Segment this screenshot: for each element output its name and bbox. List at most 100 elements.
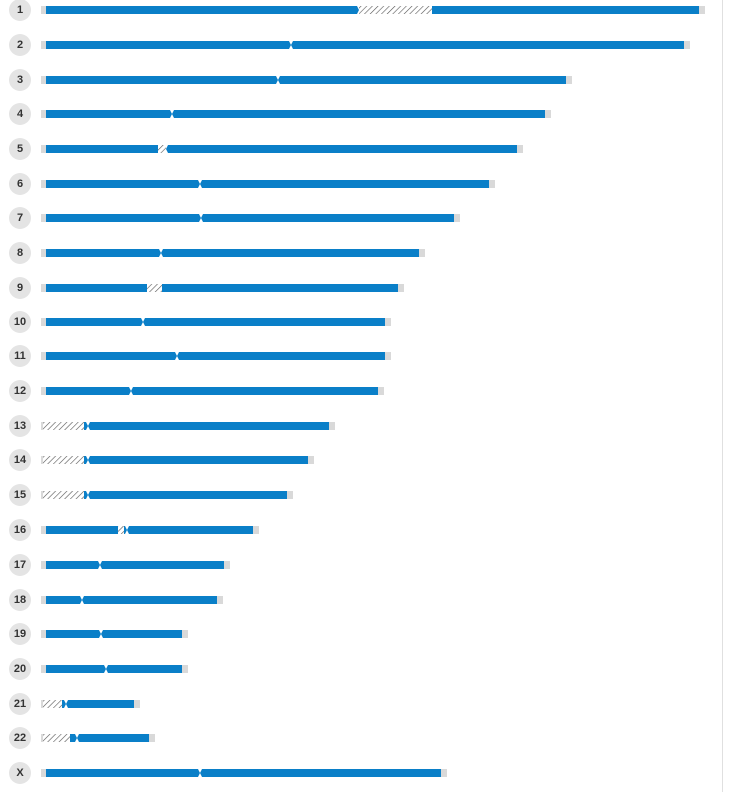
chromosome-label-8: 8 [9,242,31,264]
chromosome-qter-cap [224,561,230,569]
chromosome-p-arm [46,41,291,49]
chromosome-qter-cap [699,6,705,14]
chromosome-row-4: 4 [0,103,722,137]
chromosome-q-arm [66,700,134,708]
chromosome-pter-cap [41,596,46,604]
chromosome-label-4: 4 [9,103,31,125]
chromosome-ideogram-19 [41,630,188,638]
chromosome-row-8: 8 [0,242,722,276]
chromosome-qter-cap [134,700,140,708]
chromosome-ideogram-7 [41,214,460,222]
chromosome-ideogram-6 [41,180,495,188]
chromosome-ideogram-17 [41,561,230,569]
chromosome-p-arm [46,180,200,188]
chromosome-qter-cap [182,665,188,673]
chromosome-row-2: 2 [0,34,722,68]
chromosome-label-5: 5 [9,138,31,160]
chromosome-p-arm [46,214,201,222]
chromosome-label-19: 19 [9,623,31,645]
chromosome-q-arm [359,6,699,14]
chromosome-ideogram-12 [41,387,384,395]
chromosome-row-16: 16 [0,519,722,553]
chromosome-q-arm [77,734,149,742]
chromosome-p-arm [46,145,166,153]
chromosome-qter-cap [253,526,259,534]
chromosome-qter-cap [149,734,155,742]
chromosome-label-21: 21 [9,693,31,715]
chromosome-pter-cap [41,769,46,777]
chromosome-heterochromatin-region [43,422,84,430]
chromosome-p-arm [46,76,278,84]
chromosome-q-arm [291,41,684,49]
chromosome-ideogram-8 [41,249,425,257]
chromosome-ideogram-18 [41,596,223,604]
chromosome-p-arm [46,6,359,14]
chromosome-row-13: 13 [0,415,722,449]
chromosome-p-arm [46,630,101,638]
chromosome-qter-cap [517,145,523,153]
chromosome-label-18: 18 [9,589,31,611]
chromosome-qter-cap [684,41,690,49]
chromosome-row-5: 5 [0,138,722,172]
chromosome-ideogram-13 [41,422,335,430]
chromosome-pter-cap [41,76,46,84]
chromosome-row-17: 17 [0,554,722,588]
chromosome-p-arm [46,284,155,292]
chromosome-q-arm [278,76,566,84]
chromosome-pter-cap [41,318,46,326]
chromosome-label-14: 14 [9,449,31,471]
chromosome-p-arm [46,387,131,395]
chromosome-ideogram-11 [41,352,391,360]
chromosome-label-13: 13 [9,415,31,437]
chromosome-p-arm [46,352,177,360]
chromosome-pter-cap [41,561,46,569]
chromosome-ideogram-20 [41,665,188,673]
chromosome-row-3: 3 [0,69,722,103]
chromosome-ideogram-4 [41,110,551,118]
chromosome-row-9: 9 [0,277,722,311]
chromosome-heterochromatin-region [359,6,370,14]
chromosome-q-arm [88,456,308,464]
chromosome-pter-cap [41,526,46,534]
chromosome-label-16: 16 [9,519,31,541]
chromosome-qter-cap [378,387,384,395]
chromosome-row-14: 14 [0,449,722,483]
chromosome-row-19: 19 [0,623,722,657]
chromosome-q-arm [82,596,217,604]
chromosome-label-6: 6 [9,173,31,195]
chromosome-label-17: 17 [9,554,31,576]
chromosome-pter-cap [41,387,46,395]
chromosome-pter-cap [41,665,46,673]
chromosome-q-arm [127,526,253,534]
chromosome-p-arm [46,526,127,534]
chromosome-p-arm [46,249,161,257]
chromosome-qter-cap [419,249,425,257]
chromosome-pter-cap [41,352,46,360]
chromosome-pter-cap [41,180,46,188]
chromosome-q-arm [200,769,441,777]
chromosome-ideogram-22 [41,734,155,742]
chromosome-label-3: 3 [9,69,31,91]
chromosome-row-10: 10 [0,311,722,345]
chromosome-qter-cap [308,456,314,464]
chromosome-pter-cap [41,6,46,14]
chromosome-row-12: 12 [0,380,722,414]
chromosome-row-11: 11 [0,345,722,379]
chromosome-p-arm [46,318,143,326]
chromosome-label-x: X [9,762,31,784]
chromosome-row-1: 1 [0,0,722,33]
chromosome-row-15: 15 [0,484,722,518]
panel-right-border [722,0,723,792]
chromosome-q-arm [106,665,182,673]
chromosome-pter-cap [41,41,46,49]
chromosome-row-x: X [0,762,722,796]
chromosome-q-arm [201,214,454,222]
chromosome-qter-cap [182,630,188,638]
chromosome-heterochromatin-region [118,526,124,534]
chromosome-label-1: 1 [9,0,31,21]
chromosome-label-22: 22 [9,727,31,749]
chromosome-ideogram-3 [41,76,572,84]
chromosome-pter-cap [41,214,46,222]
chromosome-p-arm [46,110,172,118]
chromosome-row-20: 20 [0,658,722,692]
